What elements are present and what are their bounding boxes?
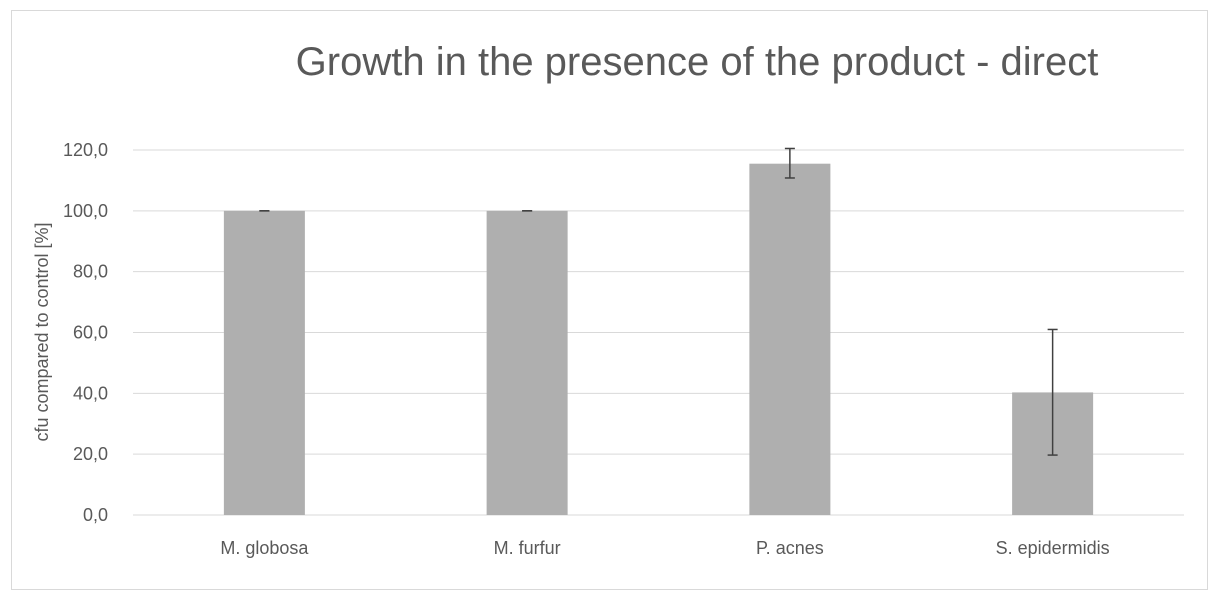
x-tick-label: P. acnes [756,538,824,558]
y-tick-label: 0,0 [83,505,108,525]
error-bar [1047,328,1058,456]
y-tick-label: 120,0 [63,140,108,160]
bar [486,210,568,516]
bar [223,210,305,516]
x-axis-ticks: M. globosa M. furfur P. acnes S. epidermidi… [220,538,1109,558]
y-tick-label: 80,0 [73,262,108,282]
bar [749,163,831,515]
x-tick-label: M. furfur [494,538,561,558]
y-tick-label: 20,0 [73,444,108,464]
y-tick-label: 40,0 [73,383,108,403]
x-tick-label: S. epidermidis [996,538,1110,558]
y-axis-title: cfu compared to control [%] [32,222,52,441]
y-tick-label: 60,0 [73,323,108,343]
error-bars [259,147,1058,456]
chart-title: Growth in the presence of the product - … [296,40,1099,84]
bars [223,163,1094,516]
y-axis-ticks: 0,0 20,0 40,0 60,0 80,0 100,0 120,0 [63,140,108,525]
gridlines [133,149,1184,516]
x-tick-label: M. globosa [220,538,309,558]
chart-frame [11,10,1208,590]
y-tick-label: 100,0 [63,201,108,221]
bar-chart: Growth in the presence of the product - … [32,40,1184,558]
error-bar [784,147,795,179]
